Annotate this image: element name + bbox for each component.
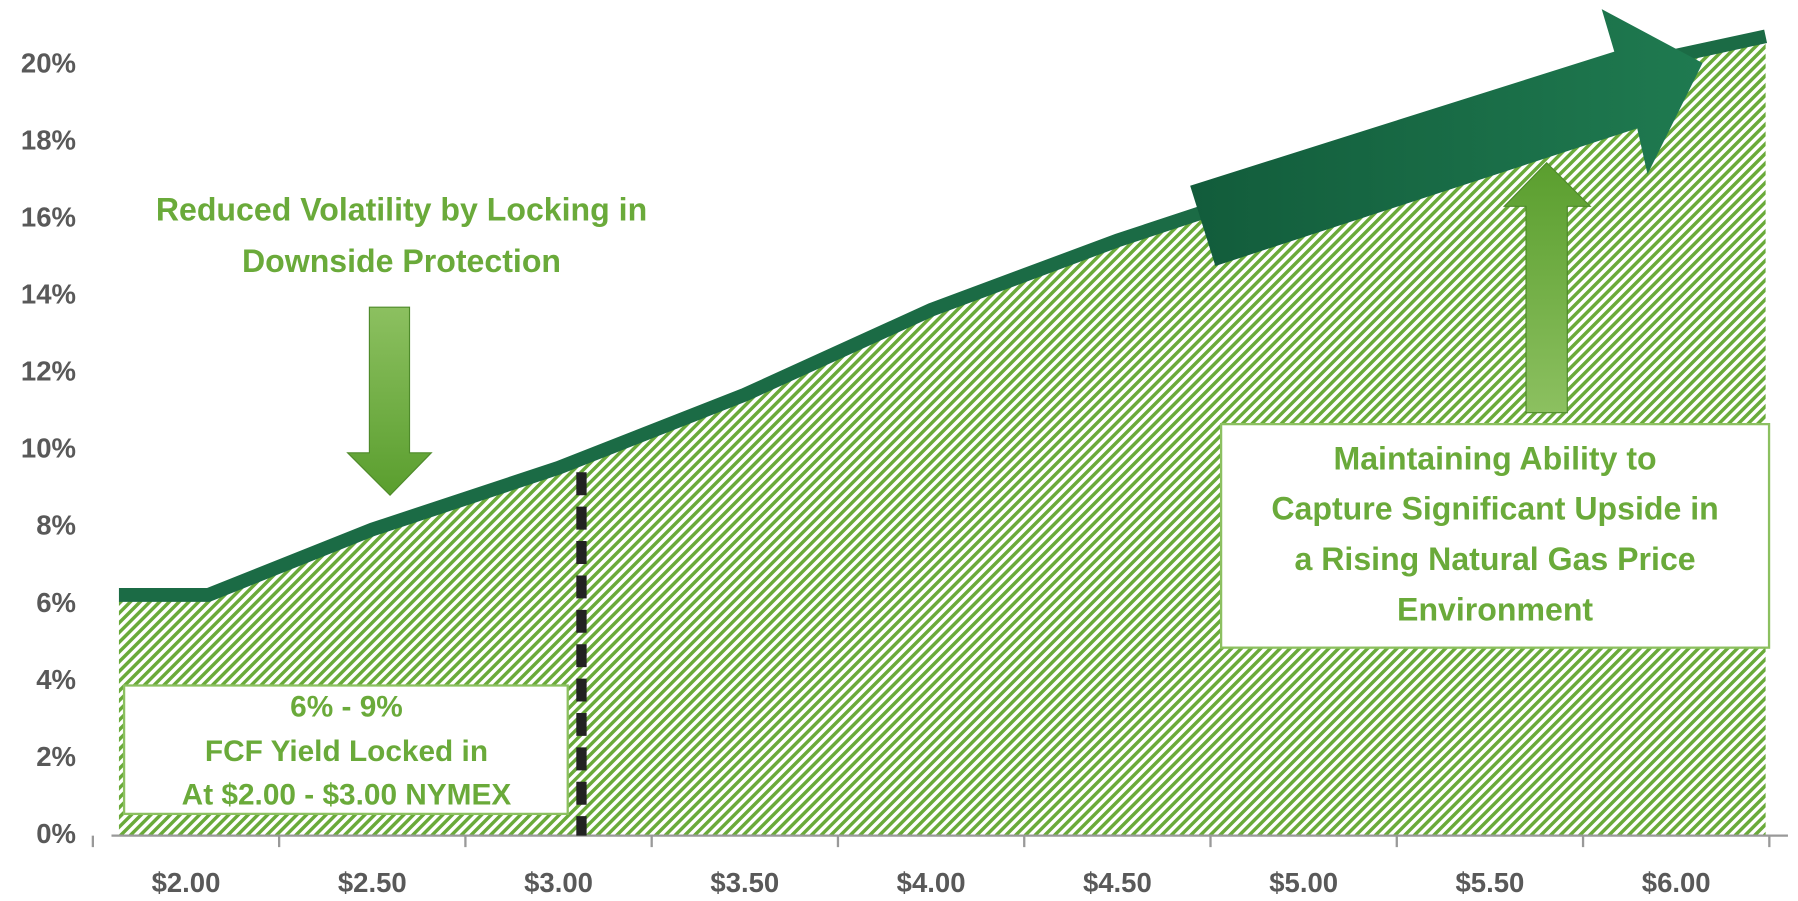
y-tick-label: 18% xyxy=(21,125,76,156)
annotation-text: Maintaining Ability to xyxy=(1334,440,1657,476)
y-tick-label: 20% xyxy=(21,47,76,78)
y-tick-label: 14% xyxy=(21,279,76,310)
down-arrow xyxy=(346,306,433,497)
y-tick-label: 6% xyxy=(36,587,76,618)
x-tick-label: $2.00 xyxy=(152,867,221,898)
y-tick-label: 8% xyxy=(36,510,76,541)
x-tick-label: $2.50 xyxy=(338,867,407,898)
x-tick-label: $6.00 xyxy=(1642,867,1711,898)
x-tick-label: $3.00 xyxy=(524,867,593,898)
annotation-text: Capture Significant Upside in xyxy=(1271,491,1718,527)
y-tick-label: 12% xyxy=(21,356,76,387)
upside-arrow xyxy=(1190,9,1703,266)
y-tick-label: 16% xyxy=(21,202,76,233)
annotation-text: a Rising Natural Gas Price xyxy=(1295,541,1696,577)
annotation-text: Downside Protection xyxy=(242,243,561,279)
x-tick-label: $5.50 xyxy=(1456,867,1525,898)
y-tick-label: 4% xyxy=(36,664,76,695)
annotation-text: FCF Yield Locked in xyxy=(205,735,488,768)
x-tick-label: $5.00 xyxy=(1269,867,1338,898)
floor-box xyxy=(122,684,569,816)
x-tick-label: $4.50 xyxy=(1083,867,1152,898)
y-tick-label: 10% xyxy=(21,433,76,464)
annotation-text: At $2.00 - $3.00 NYMEX xyxy=(182,779,512,812)
upside-box xyxy=(1219,422,1771,649)
annotation-text: Reduced Volatility by Locking in xyxy=(156,192,647,228)
y-tick-label: 2% xyxy=(36,741,76,772)
annotation-text: Environment xyxy=(1397,592,1593,628)
annotation-text: 6% - 9% xyxy=(290,690,403,723)
x-tick-label: $4.00 xyxy=(897,867,966,898)
y-tick-label: 0% xyxy=(36,818,76,849)
x-tick-label: $3.50 xyxy=(710,867,779,898)
up-arrow xyxy=(1502,161,1592,414)
